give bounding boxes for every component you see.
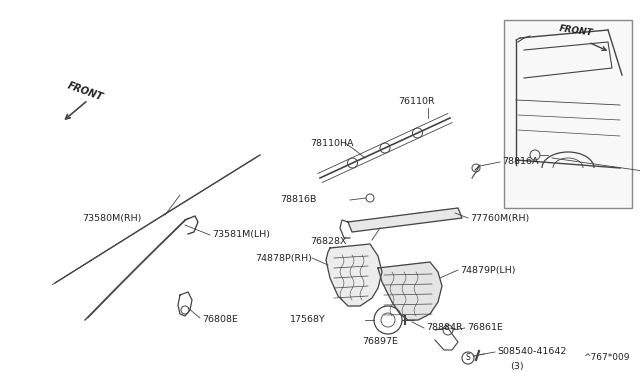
- Text: ^767*009: ^767*009: [584, 353, 630, 362]
- Text: S: S: [466, 353, 470, 362]
- Text: S08540-41642: S08540-41642: [497, 347, 566, 356]
- Text: 76808E: 76808E: [202, 315, 238, 324]
- Text: 78816A: 78816A: [502, 157, 538, 167]
- Text: 73581M(LH): 73581M(LH): [212, 231, 270, 240]
- Text: 74878P(RH): 74878P(RH): [255, 253, 312, 263]
- Polygon shape: [326, 244, 382, 306]
- Polygon shape: [348, 208, 462, 232]
- Text: FRONT: FRONT: [559, 24, 593, 38]
- Text: 74879P(LH): 74879P(LH): [460, 266, 515, 275]
- Text: 76861E: 76861E: [467, 324, 503, 333]
- Text: (3): (3): [510, 362, 524, 371]
- Text: 76828X: 76828X: [310, 237, 346, 247]
- Text: 78816B: 78816B: [280, 196, 316, 205]
- Text: 78110HA: 78110HA: [310, 138, 353, 148]
- Text: 76110R: 76110R: [398, 97, 435, 106]
- Bar: [504, 20, 632, 208]
- Text: 77760M(RH): 77760M(RH): [470, 214, 529, 222]
- Text: 73580M(RH): 73580M(RH): [82, 214, 141, 222]
- Text: 17568Y: 17568Y: [290, 315, 326, 324]
- Text: FRONT: FRONT: [66, 81, 104, 103]
- Text: 78884R: 78884R: [426, 324, 463, 333]
- Polygon shape: [378, 262, 442, 320]
- Text: 76897E: 76897E: [362, 337, 398, 346]
